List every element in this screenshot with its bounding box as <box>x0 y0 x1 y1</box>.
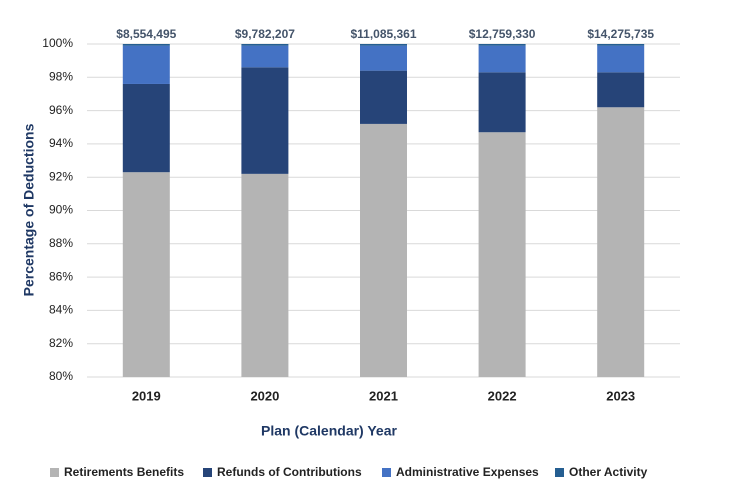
y-tick-label: 96% <box>49 103 73 117</box>
legend-label: Administrative Expenses <box>396 465 539 479</box>
bar-segment <box>478 132 526 377</box>
bar-segment <box>478 44 526 46</box>
y-tick-label: 80% <box>49 369 73 383</box>
bar-segment <box>478 72 526 133</box>
bar-segment <box>122 45 170 84</box>
y-tick-label: 82% <box>49 336 73 350</box>
legend-label: Refunds of Contributions <box>217 465 362 479</box>
bar-segment <box>360 70 407 124</box>
bar-segment <box>360 123 407 377</box>
legend-swatch <box>555 468 564 477</box>
legend-label: Other Activity <box>569 465 648 479</box>
legend-swatch <box>50 468 59 477</box>
bar-segment <box>241 173 289 377</box>
bar-segment <box>360 45 407 71</box>
bar-segment <box>597 72 645 108</box>
bar-segment <box>241 44 289 46</box>
bar-segment <box>478 45 526 73</box>
y-tick-label: 88% <box>49 236 73 250</box>
legend-swatch <box>203 468 212 477</box>
x-tick-label: 2019 <box>132 388 161 403</box>
bar-segment <box>360 44 407 46</box>
total-label: $9,782,207 <box>235 27 295 41</box>
bar-segment <box>241 45 289 68</box>
y-tick-label: 84% <box>49 303 73 317</box>
x-axis-label: Plan (Calendar) Year <box>261 423 397 439</box>
legend-label: Retirements Benefits <box>64 465 184 479</box>
total-label: $12,759,330 <box>469 27 536 41</box>
bar-segment <box>122 172 170 377</box>
bar-segment <box>597 44 645 46</box>
y-tick-label: 94% <box>49 136 73 150</box>
total-label: $14,275,735 <box>587 27 654 41</box>
x-tick-label: 2022 <box>488 388 517 403</box>
bar-segment <box>597 45 645 73</box>
legend-swatch <box>382 468 391 477</box>
y-tick-label: 98% <box>49 69 73 83</box>
total-label: $8,554,495 <box>116 27 176 41</box>
x-tick-label: 2023 <box>606 388 635 403</box>
y-tick-label: 90% <box>49 203 73 217</box>
y-tick-label: 92% <box>49 169 73 183</box>
bar-segment <box>241 67 289 174</box>
y-axis-label: Percentage of Deductions <box>21 123 37 296</box>
bar-segment <box>122 44 170 46</box>
y-tick-label: 86% <box>49 269 73 283</box>
bar-segment <box>597 107 645 378</box>
x-tick-label: 2021 <box>369 388 398 403</box>
x-tick-label: 2020 <box>250 388 279 403</box>
total-label: $11,085,361 <box>350 27 416 41</box>
y-tick-label: 100% <box>42 36 73 50</box>
bar-segment <box>122 83 170 173</box>
